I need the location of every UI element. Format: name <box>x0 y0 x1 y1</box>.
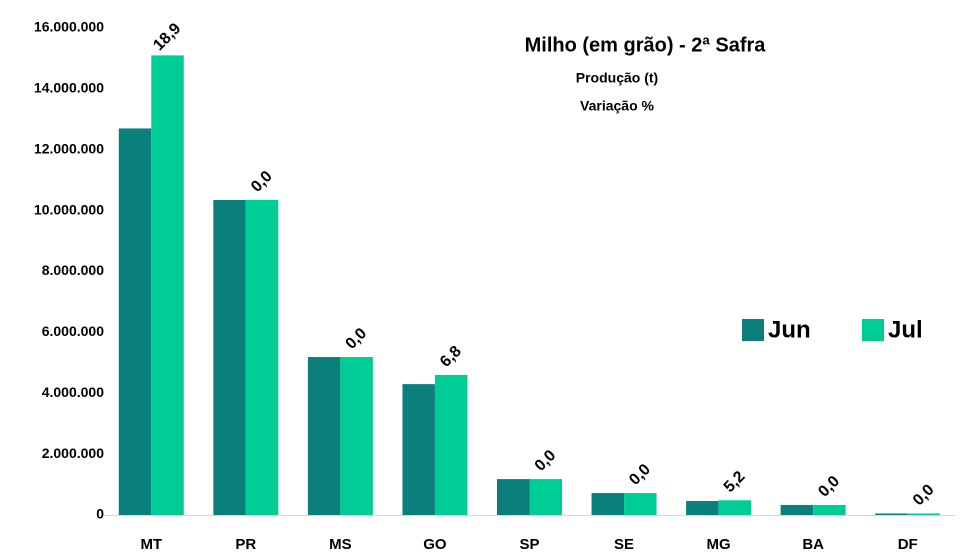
annotation-label: 5,2 <box>721 468 749 496</box>
annotation-label: 6,8 <box>437 343 465 371</box>
annotation-label: 0,0 <box>815 473 843 501</box>
bar <box>907 513 941 515</box>
y-tick-label: 10.000.000 <box>34 201 104 217</box>
bar <box>718 500 752 515</box>
bar <box>118 128 152 515</box>
annotation-title: Variação % <box>580 98 654 114</box>
x-tick-label: SE <box>614 536 634 553</box>
bar <box>434 374 468 515</box>
bar <box>591 493 625 515</box>
annotation-label: 18,9 <box>150 20 184 54</box>
legend-label: Jul <box>888 316 923 343</box>
bar <box>245 199 279 516</box>
bar <box>497 479 530 515</box>
y-tick-label: 0 <box>96 506 104 522</box>
y-tick-label: 2.000.000 <box>42 445 104 461</box>
y-tick-label: 8.000.000 <box>42 262 104 278</box>
x-tick-label: GO <box>423 536 447 553</box>
annotation-label: 0,0 <box>343 325 371 353</box>
x-tick-label: MG <box>707 536 731 553</box>
x-tick-label: MT <box>140 536 162 553</box>
bar <box>213 199 246 516</box>
bar <box>402 384 435 515</box>
bar <box>813 504 846 515</box>
bar <box>686 500 719 515</box>
x-tick-label: BA <box>802 536 824 553</box>
bar <box>529 479 562 515</box>
x-tick-label: MS <box>329 536 352 553</box>
bar <box>151 55 184 516</box>
chart-title: Milho (em grão) - 2ª Safra <box>525 34 767 56</box>
y-tick-label: 4.000.000 <box>42 384 104 400</box>
legend-label: Jun <box>768 316 811 343</box>
chart-subtitle: Produção (t) <box>576 70 658 86</box>
x-tick-label: PR <box>235 536 256 553</box>
y-tick-label: 14.000.000 <box>34 80 104 96</box>
annotation-label: 0,0 <box>248 168 276 196</box>
annotation-label: 0,0 <box>626 461 654 489</box>
bar <box>307 357 341 515</box>
bar <box>780 504 814 515</box>
y-tick-label: 6.000.000 <box>42 323 104 339</box>
x-tick-label: SP <box>519 536 539 553</box>
x-tick-label: DF <box>898 536 918 553</box>
y-tick-label: 12.000.000 <box>34 140 104 156</box>
bar <box>340 357 373 515</box>
annotation-label: 0,0 <box>532 447 560 475</box>
y-tick-label: 16.000.000 <box>34 19 104 35</box>
legend-swatch <box>742 319 764 341</box>
bar <box>624 493 657 515</box>
bar <box>875 513 908 515</box>
legend-swatch <box>862 319 884 341</box>
annotation-label: 0,0 <box>910 481 938 509</box>
